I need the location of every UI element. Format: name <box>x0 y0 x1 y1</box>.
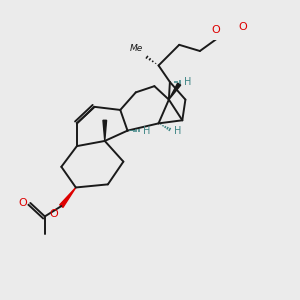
Text: Me: Me <box>130 44 143 53</box>
Text: O: O <box>50 209 58 219</box>
Polygon shape <box>103 120 106 141</box>
Text: O: O <box>238 22 247 32</box>
Polygon shape <box>169 83 181 100</box>
Text: H: H <box>174 126 182 136</box>
Text: O: O <box>19 198 27 208</box>
Text: H: H <box>184 77 192 87</box>
Text: O: O <box>211 25 220 35</box>
Polygon shape <box>60 188 76 207</box>
Text: H: H <box>143 126 150 136</box>
